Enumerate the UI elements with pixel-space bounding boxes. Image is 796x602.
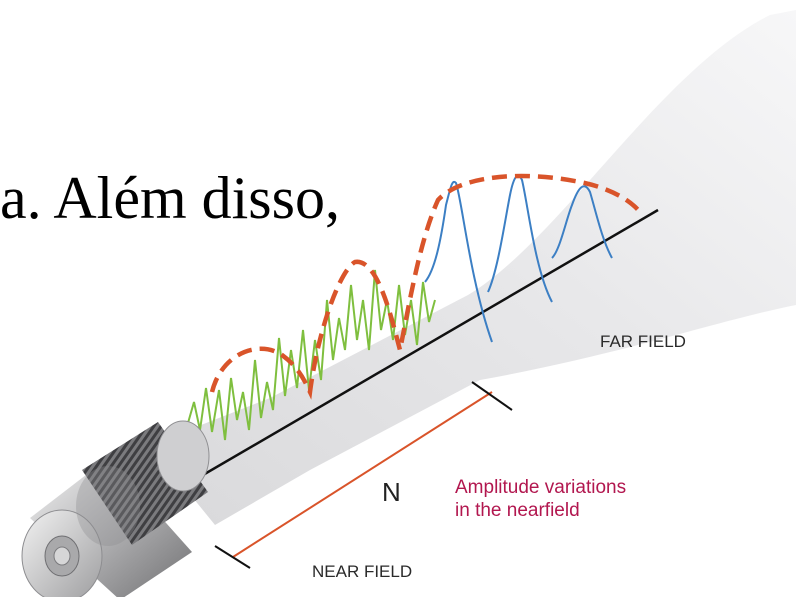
amplitude-envelope [209, 173, 642, 400]
farfield-waveform [424, 180, 493, 343]
nearfield-start-tick [214, 545, 251, 569]
amplitude-annotation: Amplitude variations in the nearfield [455, 476, 626, 522]
amplitude-annotation-line1: Amplitude variations [455, 477, 627, 498]
transducer-icon [21, 420, 210, 602]
nearfield-length-line [232, 391, 493, 558]
nearfield-length-label: N [382, 477, 401, 507]
caption-text: a. Além disso, [0, 165, 340, 231]
nearfield-end-tick [471, 381, 513, 411]
amplitude-annotation-line2: in the nearfield [455, 500, 580, 521]
nearfield-waveform [185, 269, 436, 441]
far-field-label: FAR FIELD [600, 332, 686, 351]
beam-axis-line [159, 208, 659, 502]
farfield-waveform [551, 185, 613, 259]
near-field-label: NEAR FIELD [312, 562, 413, 581]
